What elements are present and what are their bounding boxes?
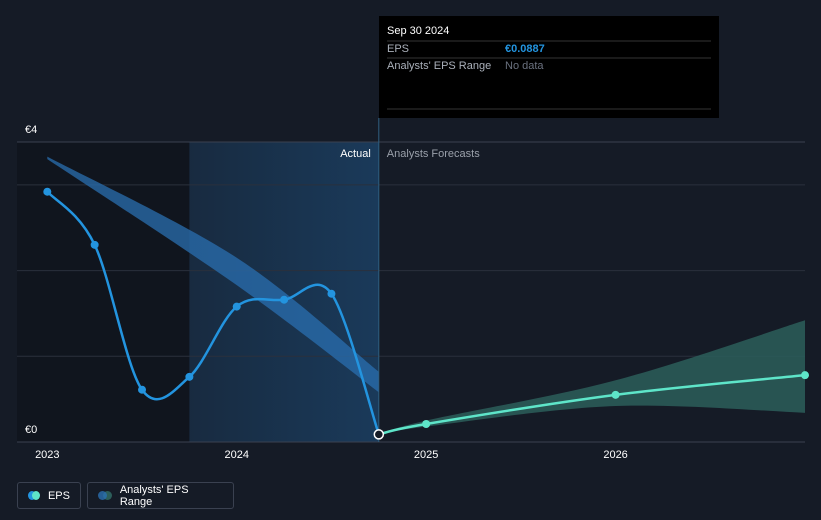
chart: €0 €4 2023 2024 2025 2026 Actual Analysts Forec…: [17, 16, 809, 461]
legend-eps[interactable]: EPS: [17, 482, 81, 509]
tooltip-value: €0.0887: [505, 43, 545, 55]
legend-label: EPS: [47, 489, 70, 502]
eps-point: [138, 385, 147, 394]
eps-point: [43, 187, 52, 196]
tooltip: Sep 30 2024 EPS €0.0887 Analysts' EPS Range…: [379, 16, 719, 118]
tooltip-box: [379, 16, 719, 118]
x-tick-label: 2023: [35, 449, 59, 461]
highlight: [189, 142, 379, 442]
eps-point: [373, 429, 385, 440]
x-tick-label: 2026: [603, 449, 627, 461]
x-tick-label: 2024: [224, 449, 248, 461]
eps-point: [280, 295, 289, 304]
forecast-point: [801, 371, 809, 380]
tooltip-label: EPS: [387, 43, 409, 55]
eps-point: [185, 372, 194, 381]
forecast-point: [611, 390, 620, 399]
tooltip-value: No data: [505, 60, 544, 72]
legend-swatch: [102, 491, 112, 500]
eps-point: [327, 289, 336, 298]
legend-range[interactable]: Analysts' EPS Range: [87, 482, 234, 509]
eps-point: [90, 240, 99, 249]
tooltip-date: Sep 30 2024: [387, 25, 449, 37]
forecast-line: [378, 373, 806, 436]
range-band: [378, 320, 805, 435]
legend-label: Analysts' EPS Range: [119, 483, 189, 508]
y-tick-label: €4: [25, 124, 37, 136]
legend-swatch: [31, 491, 40, 500]
range-band: [47, 156, 379, 393]
x-tick-label: 2025: [414, 449, 438, 461]
tooltip-label: Analysts' EPS Range: [387, 60, 491, 72]
legend-swatch: [98, 491, 107, 500]
eps-point: [232, 302, 241, 311]
divider-label: Actual: [340, 148, 371, 160]
divider-label: Analysts Forecasts: [387, 148, 480, 160]
y-tick-label: €0: [25, 424, 37, 436]
forecast-point: [422, 420, 431, 428]
